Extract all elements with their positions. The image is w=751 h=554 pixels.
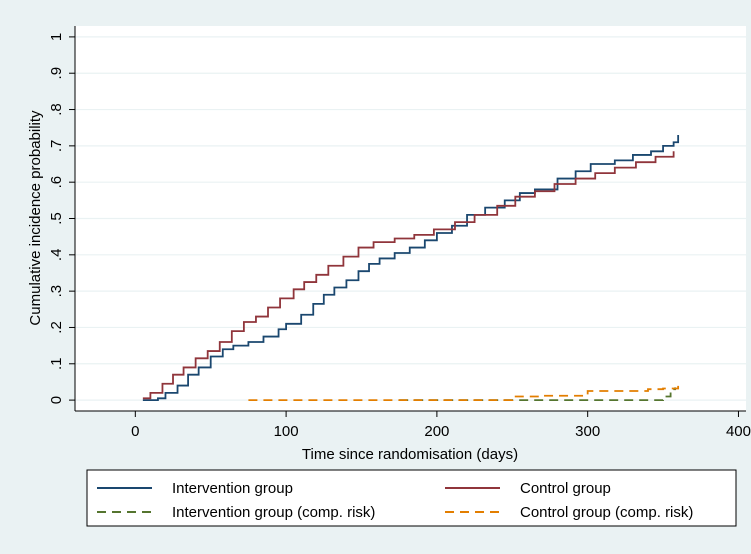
legend-label: Intervention group [172, 480, 293, 497]
x-tick-label: 100 [274, 423, 299, 440]
legend: Intervention group Control group Intervent… [97, 480, 693, 521]
legend-label: Control group (comp. risk) [520, 504, 693, 521]
series-line-2 [142, 151, 675, 400]
x-tick-label: 300 [575, 423, 600, 440]
y-tick-label: .9 [48, 67, 65, 80]
series-line-4 [248, 385, 680, 402]
y-tick-label: .8 [48, 103, 65, 116]
y-tick-label: 0 [48, 396, 65, 404]
series-line-1 [142, 134, 680, 402]
x-tick-label: 200 [424, 423, 449, 440]
y-tick-label: 1 [48, 33, 65, 41]
x-axis-title: Time since randomisation (days) [302, 446, 518, 463]
y-axis-title: Cumulative incidence probability [27, 110, 44, 326]
y-tick-label: .4 [48, 249, 65, 262]
y-tick-label: .6 [48, 176, 65, 189]
y-tick-label: .2 [48, 321, 65, 334]
legend-label: Intervention group (comp. risk) [172, 504, 375, 521]
grid-lines [75, 36, 746, 401]
x-tick-label: 0 [131, 423, 139, 440]
legend-label: Control group [520, 480, 611, 497]
x-tick-label: 400 [726, 423, 751, 440]
y-tick-label: .7 [48, 140, 65, 153]
legend-box [86, 469, 737, 527]
y-tick-label: .5 [48, 212, 65, 225]
y-tick-label: .3 [48, 285, 65, 298]
axes: 0 .1 .2 .3 .4 .5 .6 .7 .8 .9 1 0 100 200 300 400 [48, 26, 751, 440]
y-tick-label: .1 [48, 358, 65, 371]
series-lines [142, 134, 680, 402]
